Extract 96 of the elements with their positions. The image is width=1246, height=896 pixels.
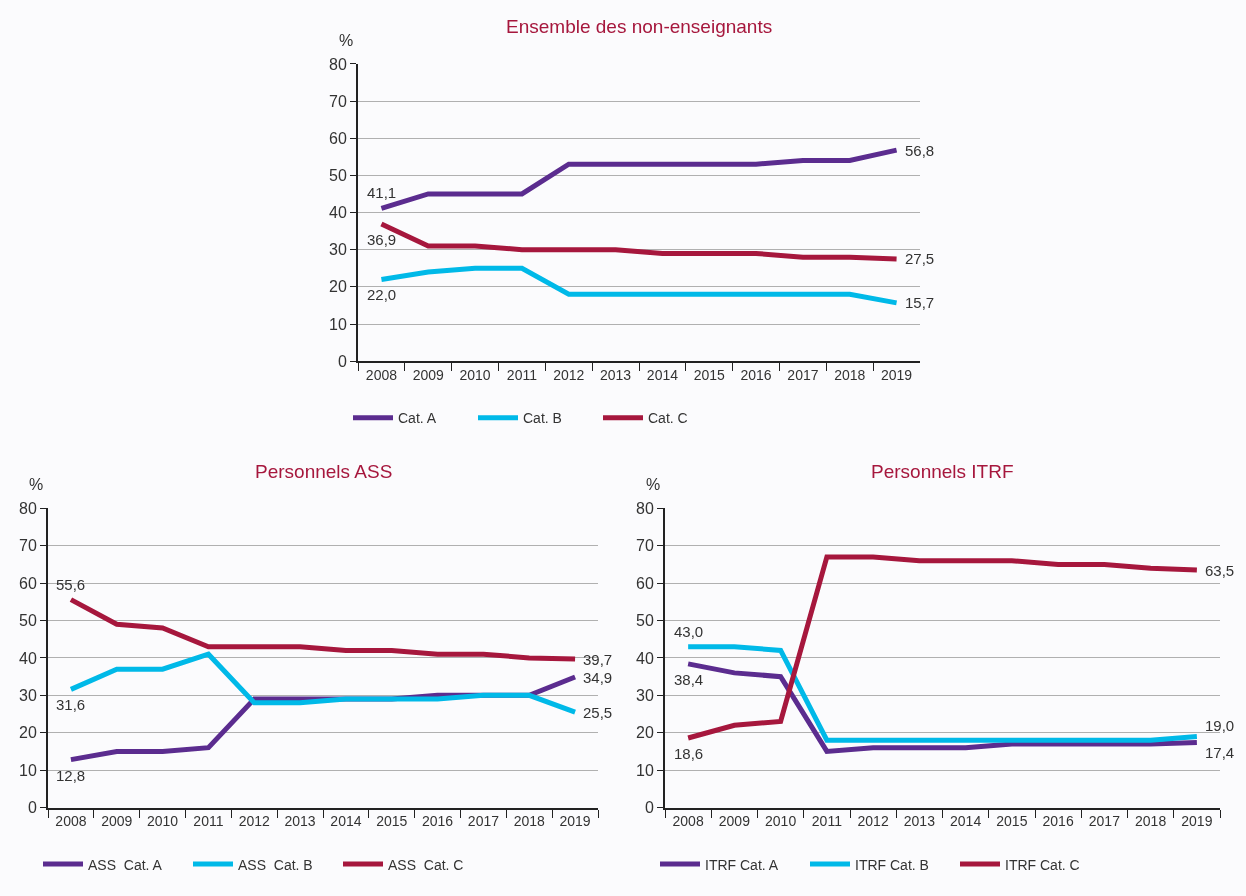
chart-title: Personnels ASS: [255, 461, 393, 482]
y-tick-label: 0: [337, 352, 347, 370]
x-tick-label: 2012: [238, 813, 271, 830]
x-tick-label: 2011: [506, 366, 538, 383]
y-tick-label: 40: [19, 649, 37, 667]
legend-label: Cat. A: [398, 410, 437, 427]
data-label: 63,5: [1205, 562, 1235, 579]
x-tick-label: 2019: [559, 813, 591, 830]
y-tick-label: 10: [329, 315, 347, 333]
data-label: 55,6: [56, 576, 86, 593]
y-tick-label: 30: [19, 686, 37, 704]
data-label: 43,0: [674, 623, 704, 640]
y-tick-label: 30: [329, 241, 347, 259]
x-tick-label: 2012: [857, 813, 889, 830]
x-tick-label: 2013: [284, 813, 316, 830]
data-label: 39,7: [583, 651, 613, 668]
y-tick-label: 20: [636, 724, 654, 742]
x-tick-label: 2017: [467, 813, 500, 830]
x-tick-label: 2015: [693, 366, 726, 383]
data-label: 12,8: [56, 767, 86, 784]
x-tick-label: 2019: [1181, 813, 1213, 830]
data-label: 27,5: [905, 250, 935, 267]
y-tick-label: 60: [636, 574, 654, 592]
legend-label: ITRF Cat. A: [705, 856, 779, 873]
legend-label: ASS Cat. C: [388, 856, 464, 873]
data-label: 56,8: [905, 142, 935, 159]
y-tick-label: 30: [636, 686, 654, 704]
data-label: 34,9: [583, 669, 613, 686]
y-axis-title: %: [29, 476, 44, 493]
x-tick-label: 2009: [718, 813, 751, 830]
x-tick-label: 2009: [101, 813, 133, 830]
y-axis-title: %: [339, 32, 354, 49]
x-tick-label: 2018: [834, 366, 866, 383]
y-tick-label: 20: [329, 278, 347, 296]
y-tick-label: 70: [329, 92, 347, 110]
x-tick-label: 2016: [422, 813, 454, 830]
x-tick-label: 2015: [996, 813, 1028, 830]
legend-label: Cat. C: [648, 410, 688, 427]
data-label: 38,4: [674, 671, 704, 688]
y-tick-label: 70: [636, 537, 654, 555]
x-tick-label: 2014: [330, 813, 362, 830]
y-tick-label: 50: [19, 612, 37, 630]
x-tick-label: 2013: [903, 813, 936, 830]
data-label: 15,7: [905, 294, 935, 311]
data-label: 36,9: [367, 231, 397, 248]
x-tick-label: 2017: [1088, 813, 1121, 830]
x-tick-label: 2016: [740, 366, 772, 383]
x-tick-label: 2008: [672, 813, 704, 830]
x-tick-label: 2008: [55, 813, 87, 830]
x-tick-label: 2010: [765, 813, 797, 830]
data-label: 18,6: [674, 745, 704, 762]
y-tick-label: 10: [19, 761, 37, 779]
data-label: 25,5: [583, 704, 613, 721]
y-axis-title: %: [646, 476, 661, 493]
legend-label: ITRF Cat. C: [1005, 856, 1080, 873]
x-tick-label: 2013: [600, 366, 632, 383]
data-label: 22,0: [367, 286, 397, 303]
y-tick-label: 10: [636, 761, 654, 779]
data-label: 41,1: [367, 184, 397, 201]
x-tick-label: 2011: [193, 813, 224, 830]
y-tick-label: 80: [636, 499, 654, 517]
x-tick-label: 2010: [459, 366, 491, 383]
x-tick-label: 2018: [1135, 813, 1167, 830]
data-label: 17,4: [1205, 744, 1235, 761]
x-tick-label: 2014: [646, 366, 679, 383]
y-tick-label: 60: [19, 574, 37, 592]
x-tick-label: 2009: [412, 366, 445, 383]
y-tick-label: 50: [636, 612, 654, 630]
legend-label: ASS Cat. B: [238, 856, 313, 873]
legend-label: ASS Cat. A: [88, 856, 163, 873]
chart-title: Personnels ITRF: [871, 461, 1014, 482]
x-tick-label: 2011: [811, 813, 843, 830]
y-tick-label: 20: [19, 724, 37, 742]
y-tick-label: 40: [636, 649, 654, 667]
chart-title: Ensemble des non-enseignants: [506, 16, 773, 37]
legend-label: Cat. B: [523, 410, 562, 427]
legend-label: ITRF Cat. B: [855, 856, 929, 873]
y-tick-label: 80: [19, 499, 37, 517]
y-tick-label: 0: [644, 799, 654, 817]
x-tick-label: 2015: [376, 813, 408, 830]
x-tick-label: 2010: [147, 813, 179, 830]
y-tick-label: 40: [329, 204, 347, 222]
y-tick-label: 0: [27, 799, 37, 817]
x-tick-label: 2019: [881, 366, 913, 383]
x-tick-label: 2017: [787, 366, 819, 383]
x-tick-label: 2008: [365, 366, 398, 383]
x-tick-label: 2016: [1042, 813, 1074, 830]
y-tick-label: 50: [329, 166, 347, 184]
x-tick-label: 2012: [553, 366, 585, 383]
y-tick-label: 70: [19, 537, 37, 555]
y-tick-label: 60: [329, 129, 347, 147]
data-label: 19,0: [1205, 717, 1235, 734]
y-tick-label: 80: [329, 55, 347, 73]
x-tick-label: 2018: [513, 813, 546, 830]
data-label: 31,6: [56, 696, 86, 713]
x-tick-label: 2014: [950, 813, 982, 830]
